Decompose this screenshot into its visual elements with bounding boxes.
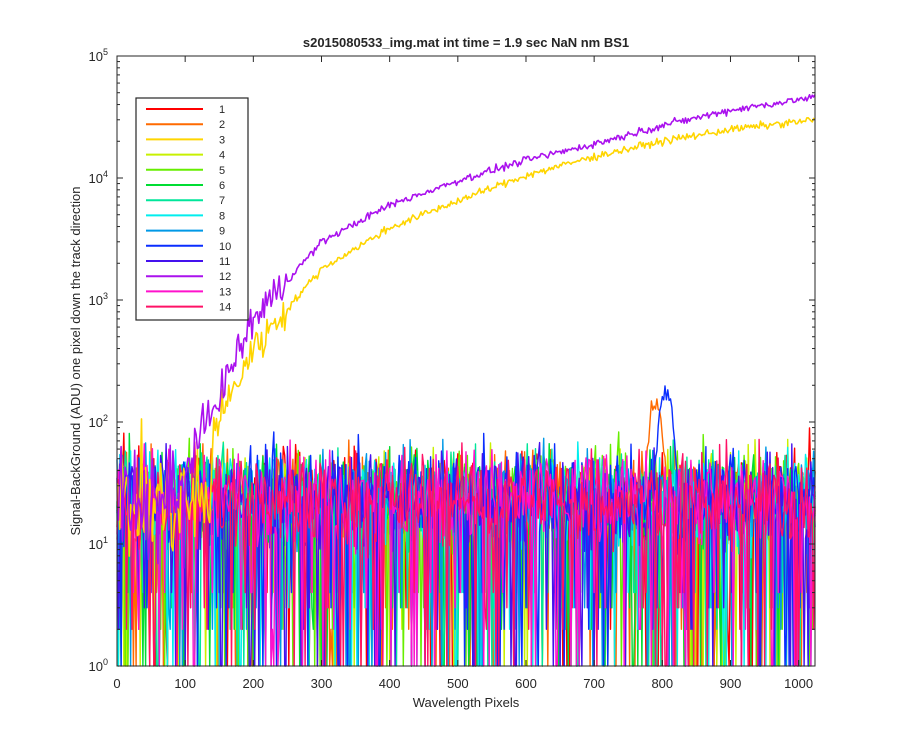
x-axis-label: Wavelength Pixels: [413, 695, 520, 710]
y-tick-label: 101: [89, 535, 108, 552]
x-tick-label: 300: [311, 676, 333, 691]
legend-label-2: 2: [219, 119, 225, 131]
series-layer: [116, 94, 816, 667]
x-tick-label: 900: [720, 676, 742, 691]
legend-label-8: 8: [219, 210, 225, 222]
x-tick-label: 0: [113, 676, 120, 691]
series-line-10: [116, 385, 816, 667]
series-line-14: [116, 438, 816, 667]
legend-label-7: 7: [219, 195, 225, 207]
plot-frame: [116, 55, 816, 667]
y-tick-label: 100: [89, 657, 108, 674]
legend-label-4: 4: [219, 150, 225, 162]
x-tick-label: 500: [447, 676, 469, 691]
legend-label-13: 13: [219, 286, 231, 298]
legend-label-3: 3: [219, 134, 225, 146]
y-tick-label: 103: [89, 291, 108, 308]
y-tick-label: 105: [89, 47, 108, 64]
x-tick-label: 100: [174, 676, 196, 691]
legend-label-10: 10: [219, 241, 231, 253]
x-axis: 0 100 200 300 400 500 600 700 800 900 1000: [113, 56, 813, 691]
legend-label-9: 9: [219, 226, 225, 238]
y-tick-label: 104: [89, 169, 108, 186]
legend-label-12: 12: [219, 271, 231, 283]
legend-label-1: 1: [219, 104, 225, 116]
x-tick-label: 200: [242, 676, 264, 691]
legend-label-6: 6: [219, 180, 225, 192]
legend-label-5: 5: [219, 165, 225, 177]
x-tick-label: 1000: [784, 676, 813, 691]
x-tick-label: 600: [515, 676, 537, 691]
legend-label-11: 11: [219, 256, 230, 268]
y-axis-label: Signal-BackGround (ADU) one pixel down t…: [68, 186, 83, 535]
x-tick-label: 800: [651, 676, 673, 691]
series-line-12: [116, 94, 816, 569]
x-tick-label: 700: [583, 676, 605, 691]
legend-box: [135, 97, 249, 321]
x-tick-label: 400: [379, 676, 401, 691]
series-line-3: [116, 117, 816, 557]
y-tick-label: 102: [89, 413, 108, 430]
chart-title: s2015080533_img.mat int time = 1.9 sec N…: [303, 35, 629, 50]
legend-label-14: 14: [219, 302, 231, 314]
